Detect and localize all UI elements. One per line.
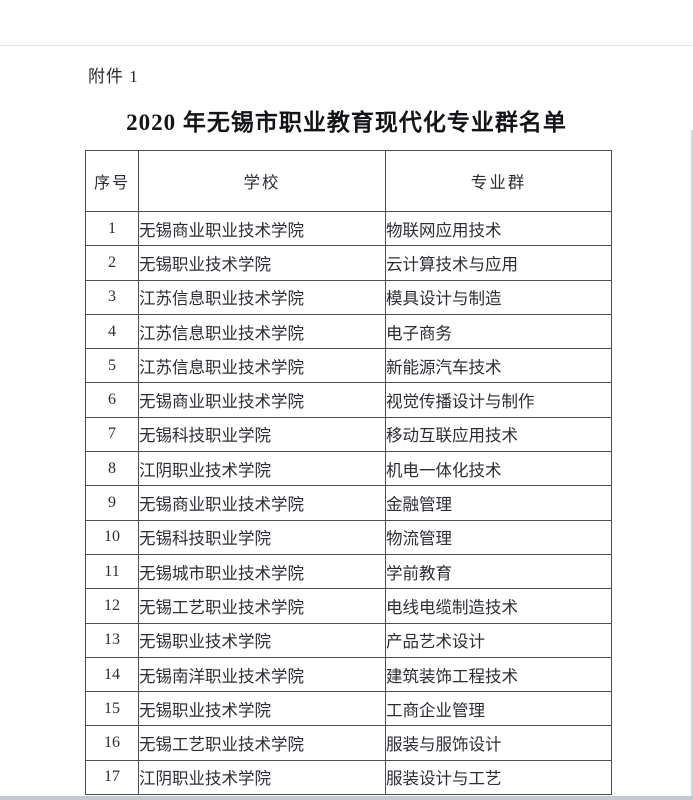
table-row: 9 无锡商业职业技术学院 金融管理 — [85, 485, 612, 521]
group-cell: 金融管理 — [385, 485, 612, 521]
school-cell: 江苏信息职业技术学院 — [138, 348, 386, 384]
row-number-cell: 7 — [85, 416, 139, 453]
school-cell: 无锡职业技术学院 — [138, 622, 386, 658]
group-cell: 电线电缆制造技术 — [385, 588, 612, 624]
school-cell: 江苏信息职业技术学院 — [138, 313, 386, 350]
table-row: 1 无锡商业职业技术学院 物联网应用技术 — [85, 210, 612, 247]
row-number-cell: 6 — [85, 382, 139, 418]
school-cell: 无锡职业技术学院 — [138, 691, 386, 727]
table-header: 序号 学校 专业群 — [85, 150, 612, 212]
row-number-cell: 10 — [85, 519, 139, 555]
school-cell: 江苏信息职业技术学院 — [138, 279, 386, 315]
row-number-cell: 9 — [85, 485, 139, 521]
row-number-cell: 15 — [85, 691, 139, 727]
school-cell: 江阴职业技术学院 — [138, 759, 386, 796]
page-title: 2020 年无锡市职业教育现代化专业群名单 — [126, 110, 567, 135]
table-row: 5 江苏信息职业技术学院 新能源汽车技术 — [85, 348, 612, 384]
school-cell: 无锡城市职业技术学院 — [138, 553, 386, 590]
group-cell: 物联网应用技术 — [385, 210, 612, 247]
school-cell: 无锡工艺职业技术学院 — [138, 725, 386, 761]
header-cell-number: 序号 — [85, 150, 139, 212]
table-header-row: 序号 学校 专业群 — [85, 150, 612, 212]
school-cell: 无锡职业技术学院 — [138, 245, 386, 281]
school-cell: 无锡商业职业技术学院 — [138, 210, 386, 247]
scan-artifact-line — [0, 45, 693, 46]
table-row: 13 无锡职业技术学院 产品艺术设计 — [85, 622, 612, 658]
row-number-cell: 8 — [85, 451, 139, 487]
school-cell: 无锡科技职业学院 — [138, 416, 386, 453]
row-number-cell: 1 — [85, 210, 139, 247]
table-row: 15 无锡职业技术学院 工商企业管理 — [85, 691, 612, 727]
page-edge-right — [691, 130, 693, 800]
table-row: 2 无锡职业技术学院 云计算技术与应用 — [85, 245, 612, 281]
row-number-cell: 17 — [85, 759, 139, 796]
group-cell: 模具设计与制造 — [385, 279, 612, 315]
table-row: 6 无锡商业职业技术学院 视觉传播设计与制作 — [85, 382, 612, 418]
group-cell: 移动互联应用技术 — [385, 416, 612, 453]
group-cell: 视觉传播设计与制作 — [385, 382, 612, 418]
group-cell: 服装设计与工艺 — [385, 759, 612, 796]
school-cell: 无锡商业职业技术学院 — [138, 382, 386, 418]
table-row: 16 无锡工艺职业技术学院 服装与服饰设计 — [85, 725, 612, 761]
group-cell: 电子商务 — [385, 313, 612, 350]
school-cell: 无锡工艺职业技术学院 — [138, 588, 386, 624]
group-cell: 工商企业管理 — [385, 691, 612, 727]
header-cell-group: 专业群 — [385, 150, 612, 212]
group-cell: 云计算技术与应用 — [385, 245, 612, 281]
row-number-cell: 13 — [85, 622, 139, 658]
header-cell-school: 学校 — [138, 150, 386, 212]
row-number-cell: 2 — [85, 245, 139, 281]
school-cell: 无锡南洋职业技术学院 — [138, 656, 386, 693]
group-cell: 新能源汽车技术 — [385, 348, 612, 384]
table-row: 4 江苏信息职业技术学院 电子商务 — [85, 313, 612, 350]
row-number-cell: 5 — [85, 348, 139, 384]
group-cell: 建筑装饰工程技术 — [385, 656, 612, 693]
school-cell: 无锡科技职业学院 — [138, 519, 386, 555]
page-edge-bottom — [0, 796, 693, 800]
table-row: 17 江阴职业技术学院 服装设计与工艺 — [85, 759, 612, 796]
groups-table: 序号 学校 专业群 1 无锡商业职业技术学院 物联网应用技术 2 无锡职业技术学院 云计算… — [85, 150, 612, 796]
row-number-cell: 3 — [85, 279, 139, 315]
school-cell: 江阴职业技术学院 — [138, 451, 386, 487]
table-row: 11 无锡城市职业技术学院 学前教育 — [85, 553, 612, 590]
row-number-cell: 4 — [85, 313, 139, 350]
school-cell: 无锡商业职业技术学院 — [138, 485, 386, 521]
table-row: 12 无锡工艺职业技术学院 电线电缆制造技术 — [85, 588, 612, 624]
table-row: 10 无锡科技职业学院 物流管理 — [85, 519, 612, 555]
group-cell: 产品艺术设计 — [385, 622, 612, 658]
table-body: 1 无锡商业职业技术学院 物联网应用技术 2 无锡职业技术学院 云计算技术与应用 3 江苏信息… — [85, 210, 612, 796]
group-cell: 机电一体化技术 — [385, 451, 612, 487]
table-row: 14 无锡南洋职业技术学院 建筑装饰工程技术 — [85, 656, 612, 693]
group-cell: 学前教育 — [385, 553, 612, 590]
table-row: 7 无锡科技职业学院 移动互联应用技术 — [85, 416, 612, 453]
table-row: 3 江苏信息职业技术学院 模具设计与制造 — [85, 279, 612, 315]
row-number-cell: 12 — [85, 588, 139, 624]
group-cell: 服装与服饰设计 — [385, 725, 612, 761]
group-cell: 物流管理 — [385, 519, 612, 555]
table-row: 8 江阴职业技术学院 机电一体化技术 — [85, 451, 612, 487]
row-number-cell: 11 — [85, 553, 139, 590]
attachment-label: 附件 1 — [88, 67, 139, 86]
row-number-cell: 14 — [85, 656, 139, 693]
row-number-cell: 16 — [85, 725, 139, 761]
